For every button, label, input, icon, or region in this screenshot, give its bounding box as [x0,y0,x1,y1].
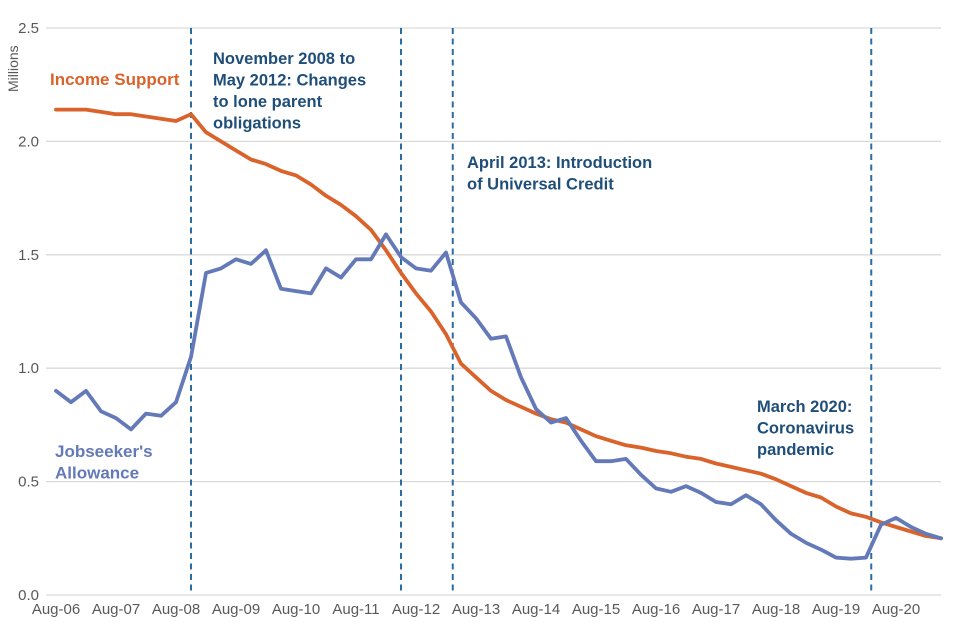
lone-parent-annotation: to lone parent [213,93,323,111]
x-axis-tick-label: Aug-10 [272,601,320,618]
y-axis-tick-label: 1.5 [18,247,39,264]
y-axis-tick-label: 0.5 [18,474,39,491]
y-axis-tick-label: 2.0 [18,133,39,150]
series-line-jobseeker-s-allowance [54,232,943,561]
x-axis-tick-label: Aug-20 [872,601,920,618]
x-axis-tick-label: Aug-11 [332,601,379,618]
x-axis-tick-label: Aug-16 [632,601,680,618]
x-axis-tick-label: Aug-09 [212,601,260,618]
x-axis-tick-label: Aug-12 [392,601,440,618]
coronavirus-annotation: pandemic [757,441,834,459]
x-axis-tick-label: Aug-06 [32,601,80,618]
lone-parent-annotation: November 2008 to [213,50,355,68]
y-axis-unit-label: Millions [5,45,21,92]
x-axis-tick-label: Aug-13 [452,601,500,618]
coronavirus-annotation: March 2020: [757,398,852,416]
universal-credit-annotation: of Universal Credit [467,176,614,194]
lone-parent-annotation: obligations [213,115,301,133]
x-axis-tick-label: Aug-15 [572,601,620,618]
x-axis-tick-label: Aug-18 [752,601,800,618]
y-axis-tick-label: 0.0 [18,587,39,604]
y-axis-tick-label: 1.0 [18,360,39,377]
jobseekers-allowance-label: Allowance [55,464,139,483]
x-axis-tick-label: Aug-19 [812,601,860,618]
y-axis-tick-label: 2.5 [18,20,39,37]
x-axis-tick-label: Aug-14 [512,601,560,618]
jobseekers-allowance-label: Jobseeker's [55,442,153,461]
x-axis-tick-label: Aug-08 [152,601,200,618]
coronavirus-annotation: Coronavirus [757,420,854,438]
x-axis-tick-label: Aug-07 [92,601,140,618]
series-line-income-support [54,107,943,541]
lone-parent-annotation: May 2012: Changes [213,72,366,90]
universal-credit-annotation: April 2013: Introduction [467,154,652,172]
x-axis-tick-label: Aug-17 [692,601,740,618]
income-support-label: Income Support [50,70,180,89]
